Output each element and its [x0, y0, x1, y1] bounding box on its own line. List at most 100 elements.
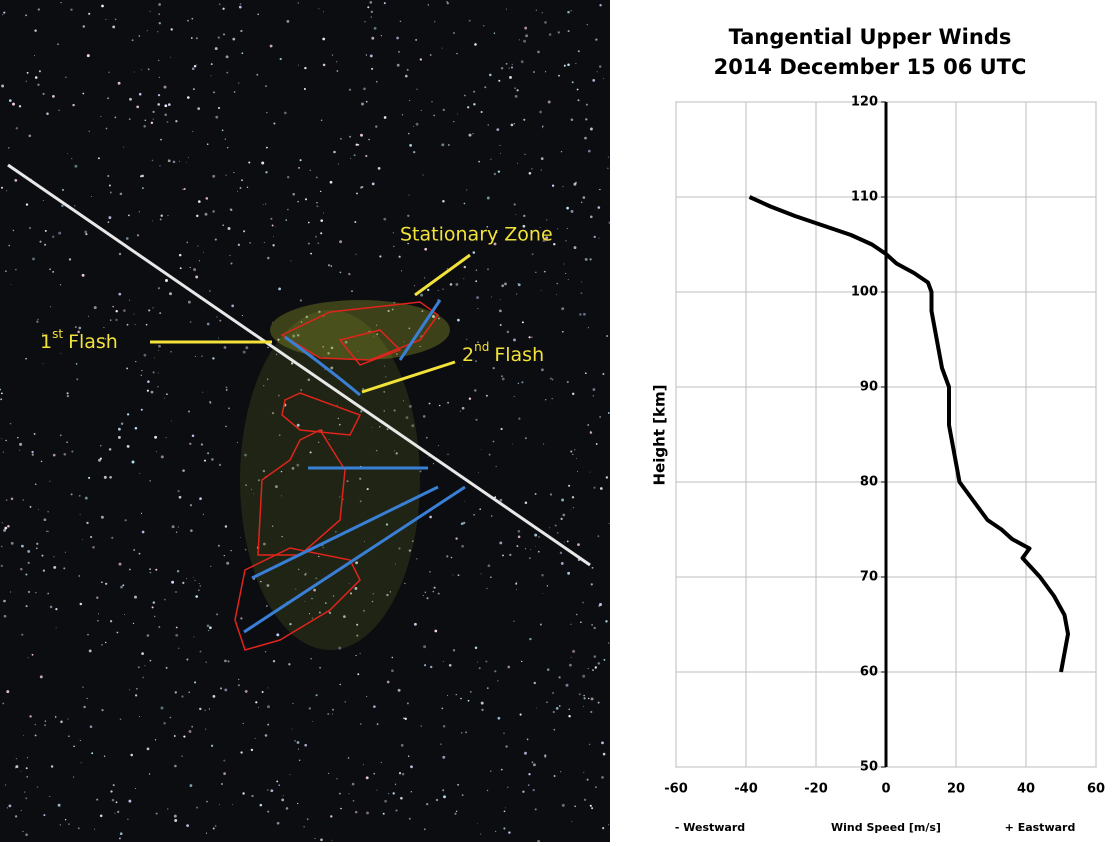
star	[55, 716, 57, 718]
star	[583, 695, 585, 697]
star	[213, 91, 215, 93]
star	[5, 784, 6, 785]
star	[564, 65, 566, 67]
star	[156, 451, 157, 452]
star	[600, 487, 603, 490]
star	[152, 160, 154, 162]
star	[585, 258, 588, 261]
star	[583, 772, 584, 773]
star	[433, 115, 435, 117]
star	[118, 293, 121, 296]
star	[453, 32, 454, 33]
star	[240, 751, 242, 753]
star	[453, 649, 455, 651]
star	[305, 198, 307, 200]
star	[348, 757, 350, 759]
star	[509, 76, 512, 79]
star	[477, 662, 478, 663]
star	[518, 383, 520, 385]
star	[111, 537, 113, 539]
star	[100, 445, 102, 447]
star	[543, 443, 544, 444]
star	[29, 227, 31, 229]
star	[20, 568, 23, 571]
star	[135, 694, 137, 696]
star	[41, 461, 43, 463]
star	[387, 681, 390, 684]
star	[541, 290, 542, 291]
star	[158, 94, 160, 96]
annotation-part: 2	[462, 344, 474, 366]
star	[500, 428, 502, 430]
star	[273, 236, 274, 237]
star	[371, 17, 372, 18]
x-tick-label: -20	[804, 782, 828, 797]
star	[602, 827, 604, 829]
star	[141, 409, 143, 411]
star	[427, 289, 429, 291]
star	[442, 200, 445, 203]
star	[489, 74, 492, 77]
star	[52, 271, 54, 273]
star	[123, 309, 126, 312]
star	[395, 784, 396, 785]
star	[153, 601, 155, 603]
star	[267, 257, 270, 260]
star	[427, 597, 429, 599]
star	[348, 273, 350, 275]
star	[597, 206, 600, 209]
star	[155, 739, 156, 740]
star	[443, 661, 444, 662]
star	[415, 39, 417, 41]
star	[590, 431, 592, 433]
star	[126, 237, 129, 240]
star	[561, 562, 564, 565]
star	[245, 690, 248, 693]
star	[225, 426, 227, 428]
star	[196, 37, 198, 39]
star	[488, 124, 489, 125]
star	[360, 134, 363, 137]
star	[218, 337, 219, 338]
star	[322, 38, 325, 41]
x-tick-label: 40	[1017, 782, 1035, 797]
star	[401, 744, 404, 747]
star	[178, 527, 179, 528]
star	[373, 773, 374, 774]
star	[574, 805, 576, 807]
star	[148, 68, 150, 70]
star	[457, 113, 458, 114]
star	[567, 11, 570, 14]
star	[240, 617, 242, 619]
star	[589, 258, 591, 260]
star	[328, 773, 329, 774]
star	[53, 454, 56, 457]
star	[142, 677, 144, 679]
star	[354, 221, 356, 223]
star	[507, 331, 510, 334]
star	[404, 718, 406, 720]
star	[460, 411, 461, 412]
star	[447, 2, 449, 4]
star	[34, 29, 37, 32]
star	[109, 476, 112, 479]
star	[106, 128, 108, 130]
star	[205, 729, 206, 730]
star	[256, 74, 258, 76]
star	[499, 145, 500, 146]
star	[166, 667, 168, 669]
star	[159, 77, 160, 78]
star	[457, 784, 459, 786]
y-tick-label: 100	[851, 285, 878, 300]
star	[278, 784, 280, 786]
star	[238, 83, 239, 84]
star	[438, 290, 439, 291]
star	[538, 536, 539, 537]
star	[182, 469, 185, 472]
star	[186, 824, 189, 827]
star	[280, 58, 282, 60]
star	[267, 724, 269, 726]
star	[434, 21, 435, 22]
star	[570, 450, 572, 452]
star	[80, 740, 81, 741]
